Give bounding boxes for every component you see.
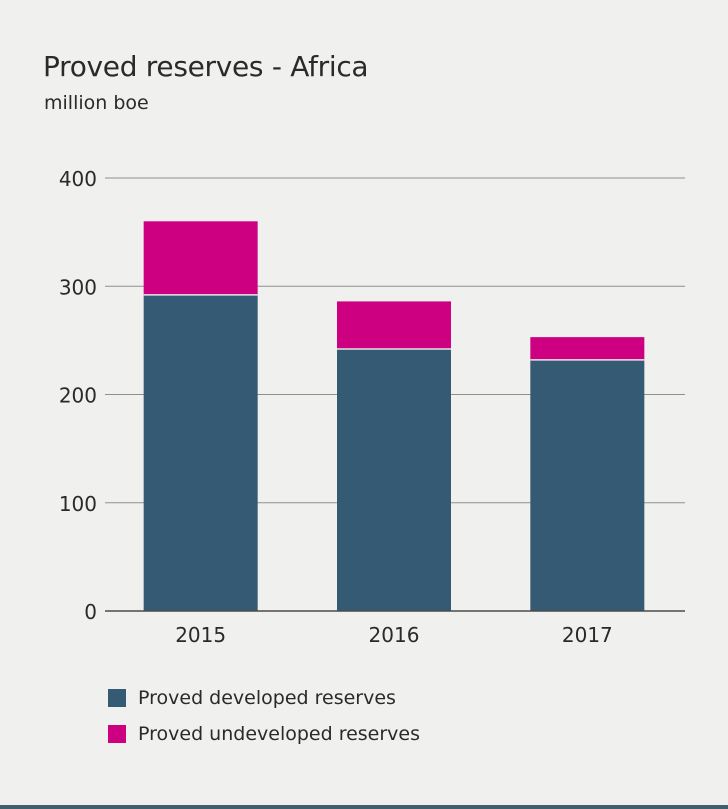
legend: Proved developed reserves Proved undevel… [108,686,420,758]
legend-item-developed: Proved developed reserves [108,686,420,710]
y-tick-label-200: 200 [59,384,97,408]
bar-2017-developed [530,359,645,611]
x-tick-label-2015: 2015 [175,623,226,647]
bottom-rule [0,805,728,809]
legend-item-undeveloped: Proved undeveloped reserves [108,722,420,746]
x-tick-label-2017: 2017 [562,623,613,647]
chart-title: Proved reserves - Africa [43,50,369,83]
y-tick-label-400: 400 [59,167,97,191]
bar-2015-undeveloped [143,221,258,295]
legend-label-developed: Proved developed reserves [138,687,396,709]
legend-swatch-undeveloped [108,725,126,743]
bar-chart: 0 100 200 300 400 2015 2016 2017 [59,167,685,647]
bar-2016-developed [337,349,451,611]
bar-2017-undeveloped [530,337,645,360]
bar-2015-developed [143,294,258,611]
chart-subtitle: million boe [44,92,149,114]
y-tick-label-0: 0 [84,600,97,624]
legend-label-undeveloped: Proved undeveloped reserves [138,723,421,745]
legend-swatch-developed [108,689,126,707]
x-tick-label-2016: 2016 [369,623,420,647]
y-tick-label-100: 100 [59,492,97,516]
y-tick-label-300: 300 [59,275,97,299]
bar-2016-undeveloped [337,301,451,350]
